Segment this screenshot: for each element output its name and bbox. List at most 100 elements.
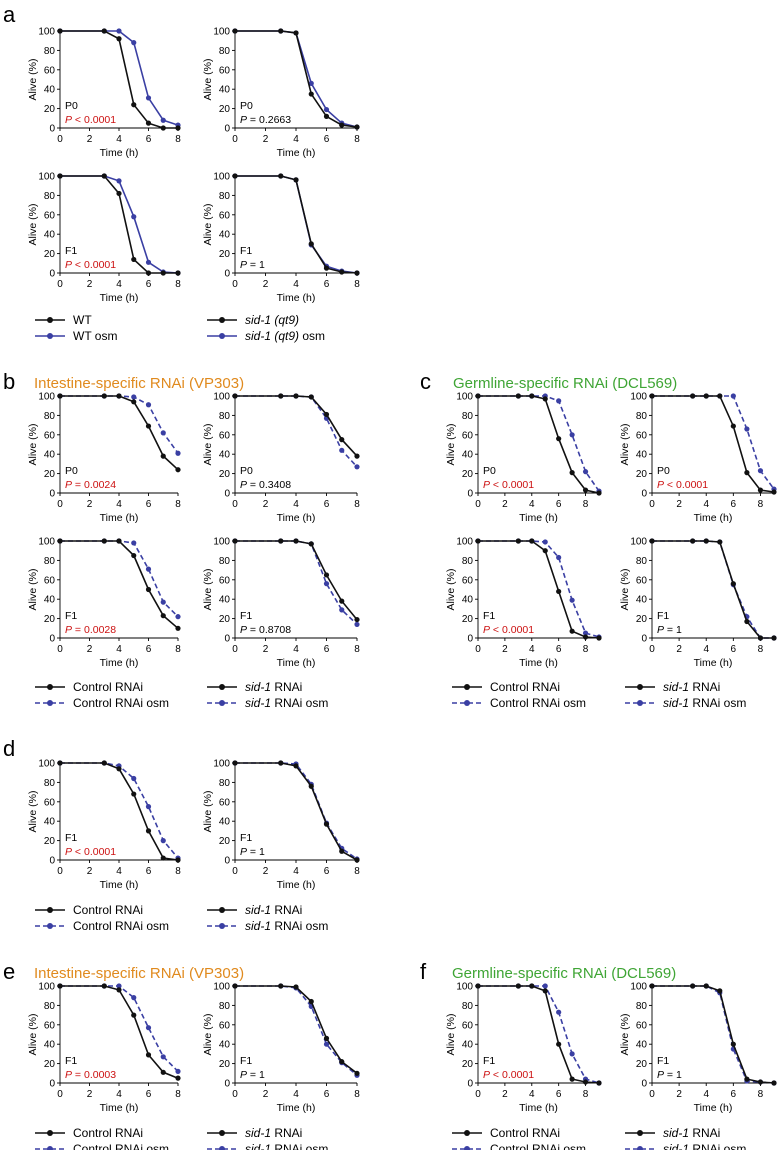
x-tick-label: 8 bbox=[583, 644, 589, 655]
legend: Control RNAi Control RNAi osm bbox=[452, 1126, 586, 1150]
legend-swatch-marker bbox=[219, 1130, 225, 1136]
legend-swatch-marker bbox=[219, 700, 225, 706]
data-point bbox=[569, 628, 575, 634]
data-point bbox=[475, 538, 481, 544]
legend-label: sid-1 RNAi bbox=[245, 680, 302, 694]
y-tick-label: 20 bbox=[44, 104, 56, 115]
data-point bbox=[145, 423, 152, 429]
data-point bbox=[475, 393, 481, 399]
data-point bbox=[101, 983, 107, 989]
y-axis-title: Alive (%) bbox=[27, 568, 39, 610]
x-tick-label: 0 bbox=[57, 279, 63, 290]
legend: Control RNAi Control RNAi osm bbox=[452, 680, 586, 710]
data-point bbox=[175, 614, 181, 620]
p-value-label: P < 0.0001 bbox=[657, 479, 708, 491]
data-point bbox=[475, 983, 481, 989]
y-tick-label: 80 bbox=[462, 1001, 474, 1012]
series-sid-1-qt9- bbox=[232, 28, 360, 130]
p-value-label: P = 1 bbox=[240, 846, 265, 858]
y-axis-title: Alive (%) bbox=[27, 203, 39, 245]
x-tick-label: 2 bbox=[676, 644, 682, 655]
y-tick-label: 0 bbox=[49, 489, 55, 500]
series-line bbox=[235, 30, 358, 128]
data-point bbox=[160, 1054, 166, 1060]
data-point bbox=[323, 1035, 330, 1041]
legend-label: Control RNAi bbox=[490, 1126, 560, 1140]
x-tick-label: 0 bbox=[475, 1089, 481, 1100]
y-tick-label: 100 bbox=[38, 392, 55, 403]
y-tick-label: 20 bbox=[636, 1059, 648, 1070]
x-tick-label: 0 bbox=[57, 499, 63, 510]
x-tick-label: 8 bbox=[175, 134, 181, 145]
x-axis-title: Time (h) bbox=[100, 879, 139, 891]
p-value-label: P = 1 bbox=[240, 1069, 265, 1081]
series-line bbox=[235, 395, 358, 457]
data-point bbox=[293, 393, 299, 399]
p-value-label: P = 0.8708 bbox=[240, 624, 291, 636]
legend-label: Control RNAi osm bbox=[73, 919, 169, 933]
y-tick-label: 20 bbox=[462, 614, 474, 625]
x-tick-label: 6 bbox=[731, 1089, 737, 1100]
series-control-rnai-osm bbox=[57, 393, 181, 456]
y-tick-label: 80 bbox=[44, 556, 56, 567]
data-point bbox=[232, 28, 238, 34]
chart-e2: 0 20 40 60 80 100 0 2 4 6 8 Time (h) Alive (%) F1 P = … bbox=[202, 982, 360, 1115]
y-axis-title: Alive (%) bbox=[202, 568, 214, 610]
x-axis-title: Time (h) bbox=[277, 512, 316, 524]
x-tick-label: 6 bbox=[146, 499, 152, 510]
y-tick-label: 0 bbox=[49, 124, 55, 135]
chart-c3: 0 20 40 60 80 100 0 2 4 6 8 Time (h) Alive (%) F1 P < … bbox=[445, 537, 602, 669]
data-point bbox=[57, 760, 63, 766]
x-tick-label: 8 bbox=[758, 499, 764, 510]
series-sid-1-rnai bbox=[232, 983, 360, 1076]
data-point bbox=[323, 572, 330, 578]
data-point bbox=[57, 393, 63, 399]
y-tick-label: 0 bbox=[224, 856, 230, 867]
series-line bbox=[235, 540, 358, 621]
data-point bbox=[293, 177, 299, 183]
data-point bbox=[160, 453, 166, 459]
data-point bbox=[542, 539, 548, 545]
data-point bbox=[582, 630, 589, 636]
y-axis-title: Alive (%) bbox=[27, 790, 39, 832]
generation-label: P0 bbox=[65, 100, 78, 112]
y-tick-label: 40 bbox=[44, 85, 56, 96]
x-tick-label: 4 bbox=[703, 644, 709, 655]
x-axis-title: Time (h) bbox=[277, 1102, 316, 1114]
y-tick-label: 40 bbox=[219, 450, 231, 461]
y-tick-label: 0 bbox=[224, 1079, 230, 1090]
series-sid-1-rnai bbox=[232, 393, 360, 459]
legend-label: Control RNAi bbox=[73, 903, 143, 917]
y-tick-label: 40 bbox=[44, 1040, 56, 1051]
legend-label: Control RNAi bbox=[490, 680, 560, 694]
data-point bbox=[323, 581, 330, 587]
legend-swatch-marker bbox=[464, 700, 470, 706]
data-point bbox=[339, 269, 345, 275]
series-line bbox=[60, 985, 179, 1072]
y-tick-label: 0 bbox=[467, 1079, 473, 1090]
legend-swatch-marker bbox=[464, 1130, 470, 1136]
data-point bbox=[175, 857, 181, 863]
y-tick-label: 60 bbox=[44, 430, 56, 441]
data-point bbox=[160, 430, 166, 436]
x-tick-label: 2 bbox=[263, 1089, 269, 1100]
y-tick-label: 20 bbox=[44, 249, 56, 260]
generation-label: P0 bbox=[483, 465, 496, 477]
data-point bbox=[278, 173, 284, 179]
data-point bbox=[57, 28, 63, 34]
data-point bbox=[175, 1068, 181, 1074]
chart-d2: 0 20 40 60 80 100 0 2 4 6 8 Time (h) Alive (%) F1 P = … bbox=[202, 759, 360, 892]
series-control-rnai-osm bbox=[57, 538, 181, 620]
data-point bbox=[116, 36, 122, 42]
x-tick-label: 8 bbox=[758, 644, 764, 655]
x-tick-label: 4 bbox=[529, 1089, 535, 1100]
data-point bbox=[308, 241, 314, 247]
data-point bbox=[175, 467, 181, 473]
data-point bbox=[232, 983, 238, 989]
x-tick-label: 0 bbox=[232, 499, 238, 510]
data-point bbox=[354, 270, 360, 276]
x-tick-label: 8 bbox=[354, 499, 360, 510]
series-control-rnai bbox=[475, 983, 602, 1086]
data-point bbox=[771, 489, 777, 495]
